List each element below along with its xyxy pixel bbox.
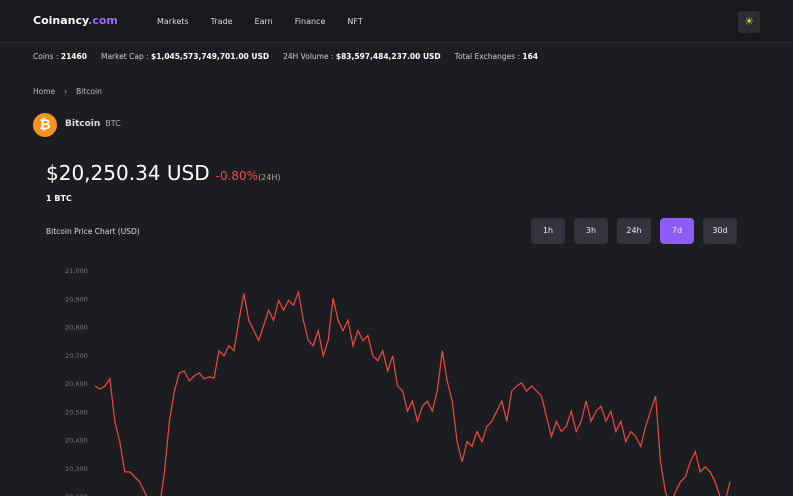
stats-bar: Coins : 21460 Market Cap : $1,045,573,749…	[33, 52, 552, 61]
logo[interactable]: Coinancy.com	[33, 14, 118, 27]
coin-name: Bitcoin	[65, 119, 101, 129]
stat-value: 21460	[60, 52, 87, 61]
nav: Markets Trade Earn Finance NFT	[157, 17, 385, 26]
stat-value: 164	[522, 52, 539, 61]
y-tick-label: 20,400	[65, 437, 88, 445]
nav-link[interactable]: Finance	[294, 17, 326, 26]
range-button[interactable]: 7d	[660, 218, 694, 244]
y-tick-label: 20,900	[65, 295, 88, 303]
stat-label: Market Cap :	[100, 52, 152, 61]
stat-label: Total Exchanges :	[454, 52, 523, 61]
theme-toggle[interactable]: ☀	[738, 11, 760, 33]
y-tick-label: 21,000	[65, 267, 88, 275]
stat-value: $1,045,573,749,701.00 USD	[151, 52, 270, 61]
stat-value: $83,597,484,237.00 USD	[335, 52, 441, 61]
stat: Market Cap : $1,045,573,749,701.00 USD	[101, 52, 269, 61]
crumb-current: Bitcoin	[76, 87, 102, 96]
top-bar: Coinancy.com Markets Trade Earn Finance NFT …	[0, 0, 793, 43]
nav-link[interactable]: Markets	[157, 17, 189, 26]
stat-label: Coins :	[33, 52, 61, 61]
price-row: $20,250.34 USD -0.80%(24H)	[46, 161, 281, 185]
price: $20,250.34 USD	[46, 161, 210, 185]
nav-link[interactable]: NFT	[347, 17, 363, 26]
y-tick-label: 20,500	[65, 408, 88, 416]
nav-link[interactable]: Trade	[210, 17, 233, 26]
y-tick-label: 20,800	[65, 324, 88, 332]
coin-icon: ₿	[33, 113, 57, 137]
y-tick-label: 20,300	[65, 465, 88, 473]
range-button[interactable]: 3h	[574, 218, 608, 244]
stat: 24H Volume : $83,597,484,237.00 USD	[283, 52, 441, 61]
nav-link[interactable]: Earn	[254, 17, 273, 26]
stat: Coins : 21460	[33, 52, 87, 61]
range-button[interactable]: 24h	[617, 218, 651, 244]
price-line	[94, 289, 731, 496]
range-buttons: 1h 3h 24h 7d 30d	[531, 218, 737, 244]
stat-label: 24H Volume :	[283, 52, 336, 61]
y-tick-label: 20,200	[65, 493, 88, 496]
range-button[interactable]: 30d	[703, 218, 737, 244]
price-chart: 21,000 20,900 20,800 20,700 20,600 20,500 20,4…	[65, 267, 731, 496]
y-tick-label: 20,700	[65, 352, 88, 360]
crumb-home[interactable]: Home	[33, 87, 56, 96]
range-button[interactable]: 1h	[531, 218, 565, 244]
breadcrumb: Home › Bitcoin	[33, 87, 102, 96]
y-tick-label: 20,600	[65, 380, 88, 388]
change-period: (24H)	[258, 173, 281, 182]
coin-symbol: BTC	[105, 119, 121, 128]
amount: 1 BTC	[46, 194, 72, 203]
chart-title: Bitcoin Price Chart (USD)	[46, 227, 140, 236]
logo-suffix[interactable]: .com	[88, 14, 118, 27]
stat: Total Exchanges : 164	[455, 52, 538, 61]
price-change: -0.80%	[215, 169, 259, 183]
logo-text[interactable]: Coinancy	[33, 14, 89, 27]
